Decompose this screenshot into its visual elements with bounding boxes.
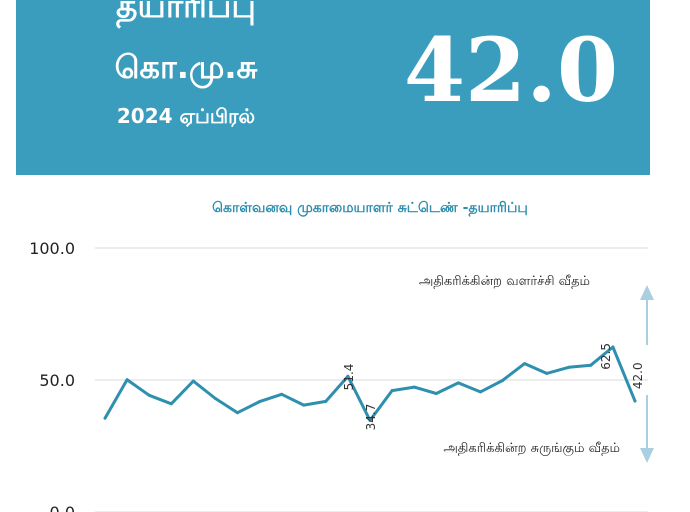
- arrow-up-icon: [640, 285, 654, 300]
- headline-value: 42.0: [403, 18, 619, 122]
- banner-period: 2024 ஏப்பிரல்: [116, 104, 256, 128]
- data-label: 34.7: [364, 404, 378, 431]
- data-point: [523, 362, 527, 366]
- data-point: [589, 363, 593, 367]
- data-point: [147, 393, 151, 397]
- data-point: [236, 411, 239, 415]
- data-point: [390, 389, 394, 393]
- data-point: [501, 379, 504, 383]
- data-point: [434, 391, 438, 395]
- trend-arrows: [640, 285, 654, 463]
- data-label: 51.4: [342, 364, 356, 391]
- y-tick-label: 0.0: [50, 503, 75, 512]
- data-point: [280, 392, 284, 396]
- data-point: [368, 418, 372, 422]
- data-point: [324, 399, 328, 403]
- data-label: 62.5: [599, 343, 613, 370]
- annotation-growth: அதிகரிக்கின்ற வளர்ச்சி வீதம்: [419, 274, 590, 289]
- data-label: 42.0: [631, 362, 645, 389]
- data-point: [456, 381, 460, 385]
- data-point: [103, 416, 107, 420]
- data-point: [302, 403, 306, 407]
- annotation-contraction: அதிகரிக்கின்ற சுருங்கும் வீதம்: [443, 441, 620, 456]
- data-point: [125, 378, 129, 382]
- data-point: [545, 371, 549, 375]
- data-point: [258, 400, 262, 404]
- banner-subtitle: கொ.மு.சு: [114, 48, 258, 86]
- data-points: [103, 345, 637, 422]
- data-point: [191, 379, 195, 383]
- data-point: [633, 399, 637, 403]
- y-tick-label: 50.0: [39, 371, 75, 390]
- data-point: [169, 402, 173, 406]
- banner-title: தயாரிப்பு: [116, 0, 256, 25]
- data-point: [346, 374, 350, 378]
- y-tick-label: 100.0: [29, 239, 75, 258]
- pmi-line-chart: கொள்வனவு முகாமையாளர் சுட்டெண் -தயாரிப்பு…: [29, 200, 654, 512]
- data-point: [412, 385, 416, 389]
- header-banner: தயாரிப்பு கொ.மு.சு 2024 ஏப்பிரல் 42.0: [16, 0, 650, 175]
- data-point: [213, 396, 217, 400]
- y-axis: 0.0 50.0 100.0: [29, 239, 75, 512]
- chart-title: கொள்வனவு முகாமையாளர் சுட்டெண் -தயாரிப்பு: [212, 200, 528, 217]
- data-point: [611, 345, 615, 349]
- data-point: [567, 365, 571, 369]
- data-labels: 51.4 34.7 62.5 42.0: [342, 343, 645, 430]
- gridlines: [95, 247, 648, 512]
- data-point: [478, 390, 482, 394]
- arrow-down-icon: [640, 448, 654, 463]
